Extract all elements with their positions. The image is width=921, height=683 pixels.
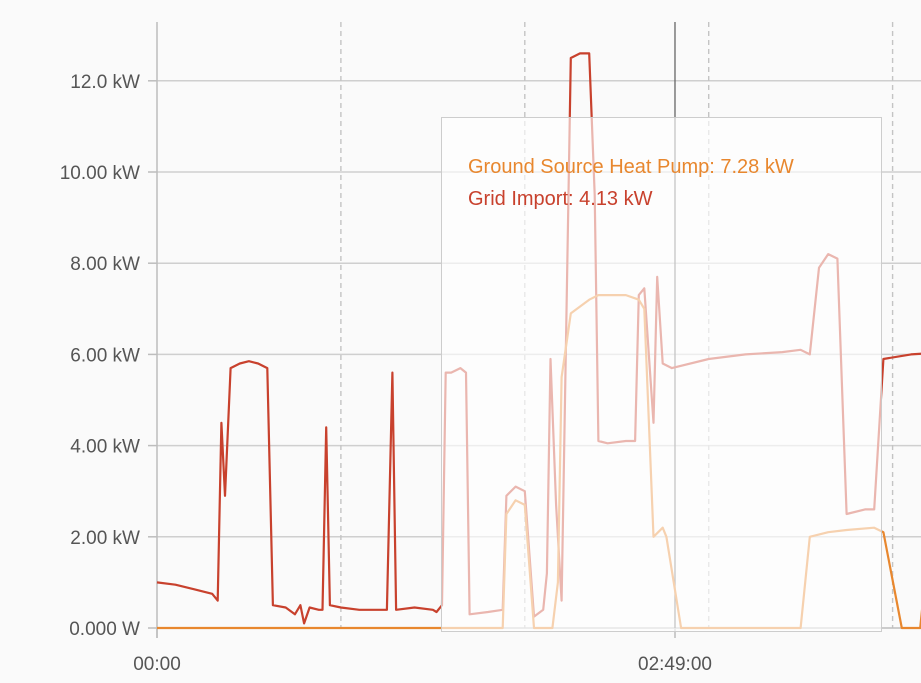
y-tick-label: 6.00 kW [70, 345, 140, 366]
tooltip-line-heat-pump: Ground Source Heat Pump: 7.28 kW [468, 156, 794, 178]
y-tick-label: 12.0 kW [70, 72, 140, 93]
x-tick-label: 00:00 [133, 654, 181, 675]
tooltip-line-grid-import: Grid Import: 4.13 kW [468, 188, 653, 210]
y-tick-label: 4.00 kW [70, 437, 140, 458]
x-tick-label: 02:49:00 [638, 654, 712, 675]
chart-tooltip: Ground Source Heat Pump: 7.28 kW Grid Im… [441, 117, 882, 632]
y-tick-label: 2.00 kW [70, 528, 140, 549]
y-tick-label: 10.00 kW [60, 163, 140, 184]
y-tick-label: 8.00 kW [70, 254, 140, 275]
y-tick-label: 0.000 W [69, 619, 140, 640]
tick-labels: 0.000 W 2.00 kW 4.00 kW 6.00 kW 8.00 kW 10.00… [60, 72, 712, 675]
